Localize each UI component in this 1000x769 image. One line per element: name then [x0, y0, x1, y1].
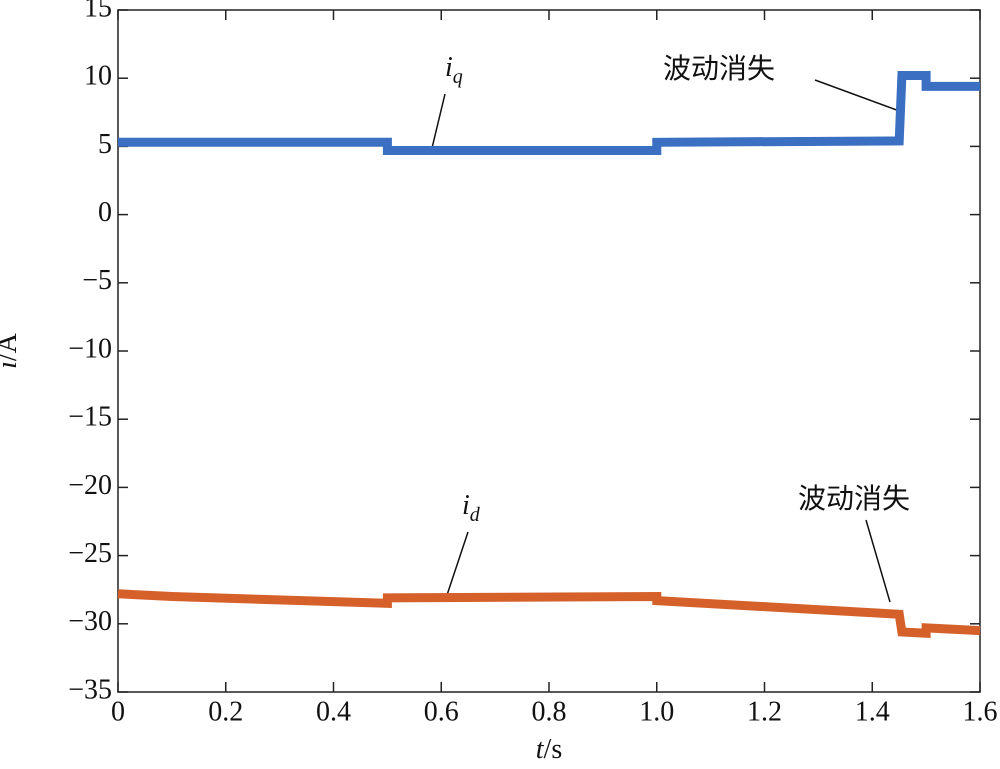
callout-line	[865, 519, 891, 603]
series-subscript: q	[453, 66, 463, 88]
x-tick-label: 0.6	[424, 696, 459, 727]
series-label: iq	[445, 52, 463, 87]
x-tick-label: 0	[111, 696, 125, 727]
callout-line	[814, 79, 903, 113]
y-tick-label: −20	[68, 470, 112, 501]
y-tick-label: −10	[68, 333, 112, 364]
series-subscript: d	[470, 504, 481, 526]
x-tick-label: 0.2	[208, 696, 243, 727]
series-line	[117, 589, 981, 639]
x-axis-label: t/s	[536, 734, 562, 765]
y-tick-label: −35	[68, 674, 112, 705]
x-axis-symbol: t	[536, 734, 545, 765]
x-axis-unit: /s	[544, 734, 563, 765]
y-axis-label: i/A	[0, 332, 23, 369]
y-tick-label: 0	[98, 197, 112, 228]
plot-frame	[117, 9, 981, 693]
x-tick-label: 0.8	[532, 696, 567, 727]
series-line	[118, 71, 980, 155]
x-tick-label: 0.4	[316, 696, 351, 727]
y-tick-label: −5	[82, 265, 112, 296]
y-axis-symbol: i	[0, 361, 23, 369]
series-symbol: i	[445, 52, 453, 83]
series-label: id	[462, 490, 481, 525]
y-tick-label: 15	[84, 0, 112, 23]
y-tick-label: 5	[98, 129, 112, 160]
x-tick-label: 1.4	[855, 696, 890, 727]
annotation: 波动消失	[798, 482, 910, 515]
series-symbol: i	[462, 490, 470, 521]
y-tick-label: −25	[68, 538, 112, 569]
y-tick-label: −30	[68, 606, 112, 637]
y-tick-label: −15	[68, 402, 112, 433]
x-tick-label: 1.0	[639, 696, 674, 727]
y-axis-unit: /A	[0, 332, 23, 361]
y-tick-label: 10	[84, 61, 112, 92]
callout-line	[431, 93, 446, 149]
x-tick-label: 1.6	[963, 696, 998, 727]
callout-line	[445, 531, 469, 599]
annotation: 波动消失	[663, 52, 775, 85]
x-tick-label: 1.2	[747, 696, 782, 727]
